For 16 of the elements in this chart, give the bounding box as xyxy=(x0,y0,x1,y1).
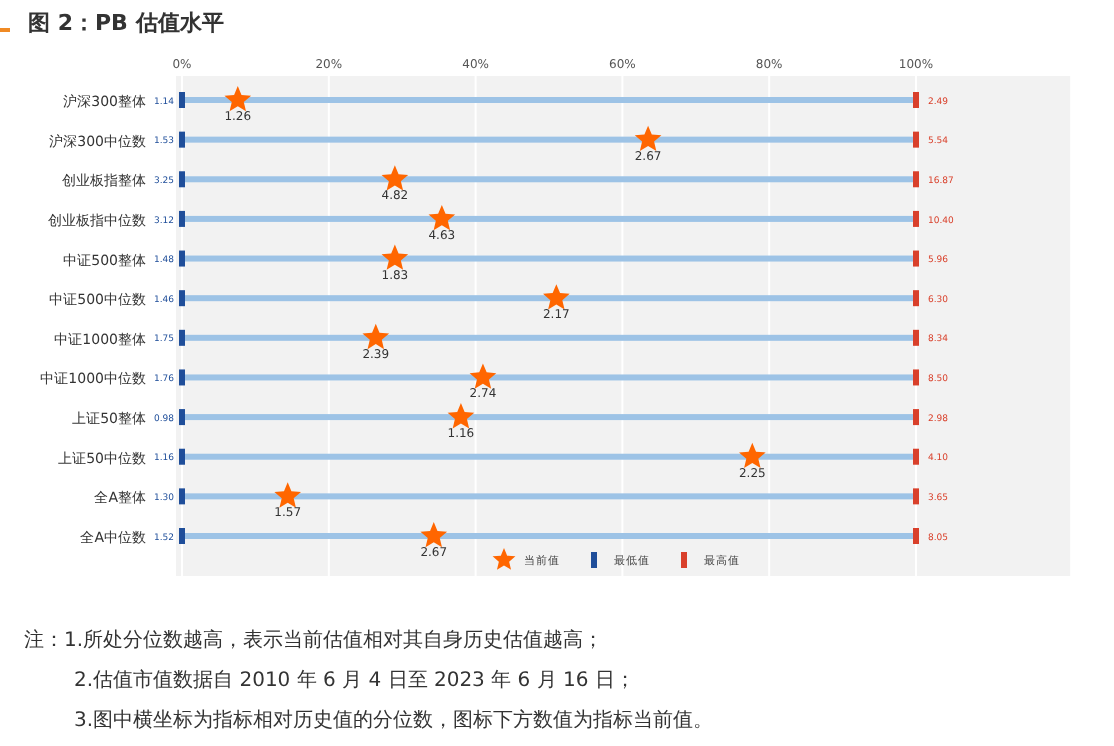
point xyxy=(381,244,409,270)
point xyxy=(634,125,662,151)
point xyxy=(224,86,252,112)
point xyxy=(469,363,497,389)
point xyxy=(428,204,456,231)
text: 注：1.所处分位数越高，表示当前估值相对其自身历史估值越高； xyxy=(24,628,604,652)
point xyxy=(381,165,409,191)
point xyxy=(739,442,766,469)
chart-title: 图 2：PB 估值水平 xyxy=(28,10,224,36)
point xyxy=(447,403,475,429)
text: 2.估值市值数据自 2010 年 6 月 4 日至 2023 年 6 月 16 日； xyxy=(74,668,635,692)
point xyxy=(543,284,570,310)
text: 3.图中横坐标为指标相对历史值的分位数，图标下方数值为指标当前值。 xyxy=(74,708,714,732)
point xyxy=(420,522,448,548)
point xyxy=(274,482,302,508)
point xyxy=(362,323,390,350)
